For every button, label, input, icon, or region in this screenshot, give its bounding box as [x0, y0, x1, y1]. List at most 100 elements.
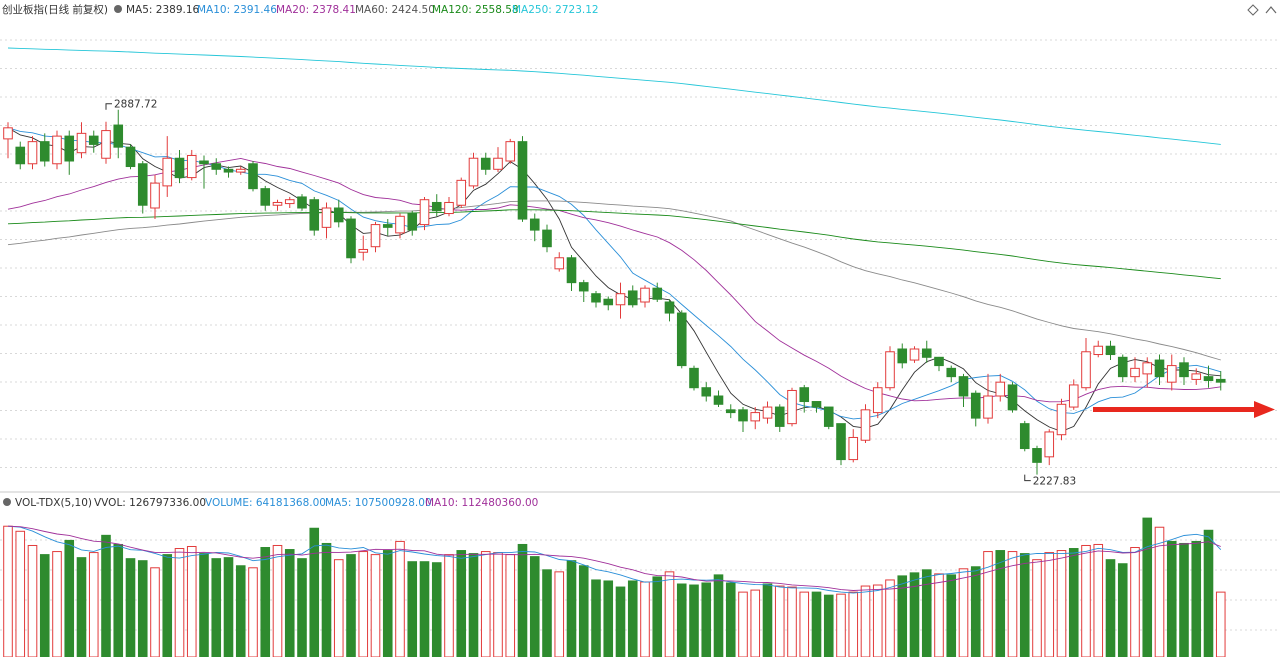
volume-bar	[1019, 553, 1030, 658]
vol-title: VOL-TDX(5,10)	[15, 497, 92, 509]
volume-bar	[260, 547, 271, 658]
candle-body	[211, 163, 222, 170]
ma-toggle-icon[interactable]	[114, 5, 122, 13]
candle-body	[787, 389, 797, 425]
volume-bar	[1130, 547, 1140, 658]
ma60-line	[7, 200, 1221, 361]
candle-body	[566, 257, 577, 284]
candle-body	[505, 141, 516, 162]
candle-body	[113, 124, 124, 148]
candle-body	[909, 348, 920, 361]
candle-body	[1117, 356, 1128, 378]
volume-bar	[1105, 559, 1116, 658]
candle-body	[1056, 403, 1067, 436]
candle-body	[39, 141, 50, 162]
volume-bar	[652, 576, 663, 658]
volume-bar	[591, 579, 601, 658]
diamond-icon[interactable]	[1247, 4, 1259, 16]
candle-body	[248, 163, 258, 190]
volume-bar	[199, 553, 209, 658]
candle-body	[3, 127, 13, 140]
volume-bar	[272, 544, 283, 658]
candle-body	[407, 213, 418, 231]
candle-body	[885, 351, 895, 389]
volume-bar	[235, 565, 246, 658]
volume-bar	[370, 554, 381, 658]
candle-body	[260, 188, 271, 206]
volume-bar	[76, 557, 87, 658]
candle-body	[774, 406, 785, 427]
volume-bar	[1203, 529, 1214, 658]
candle-body	[713, 395, 724, 405]
volume-bar	[407, 561, 418, 658]
volume-bar	[248, 567, 258, 658]
volume-bar	[382, 550, 393, 658]
volume-bar	[1056, 550, 1067, 658]
volume-bar	[333, 559, 344, 658]
candle-body	[431, 201, 442, 212]
candle-body	[958, 376, 969, 397]
volume-bar	[554, 571, 565, 658]
low-label: 2227.83	[1033, 476, 1076, 488]
candle-body	[321, 207, 332, 228]
candle-body	[1019, 423, 1030, 450]
candle-body	[554, 257, 565, 270]
volume-bar	[995, 550, 1006, 658]
candle-body	[1093, 345, 1104, 356]
collapse-icon[interactable]	[1265, 6, 1277, 14]
volume-bar	[223, 557, 234, 658]
candle-body	[1154, 359, 1165, 378]
volume-bar	[39, 554, 50, 658]
low-marker	[1024, 474, 1031, 482]
candle-body	[542, 229, 552, 248]
red-arrow	[1093, 401, 1275, 418]
volume-bar	[1068, 548, 1079, 658]
volume-bar	[284, 549, 295, 658]
volume-bar	[860, 585, 871, 658]
volume-bar	[701, 582, 712, 658]
volume-bar	[3, 525, 13, 658]
volume-bar	[456, 550, 467, 658]
candle-body	[517, 141, 528, 220]
ma20-label: MA20: 2378.41	[276, 4, 356, 16]
candle-body	[1166, 365, 1177, 383]
candle-body	[370, 224, 381, 248]
volume-bar	[725, 582, 736, 658]
volume-bar	[848, 591, 859, 658]
candle-body	[1007, 384, 1018, 411]
candle-body	[529, 218, 540, 231]
volume-bar	[27, 544, 38, 658]
candle-body	[333, 207, 344, 223]
candle-body	[872, 387, 883, 414]
volume-bar	[517, 543, 528, 658]
volume-bar	[1044, 552, 1055, 658]
volume-bar	[627, 580, 638, 658]
volume-bar	[529, 556, 540, 658]
volume-bar	[346, 554, 356, 658]
volume-bar	[836, 593, 846, 658]
candle-body	[346, 218, 356, 259]
volume-bar	[872, 584, 883, 658]
vol-toggle-icon[interactable]	[3, 498, 11, 506]
candle-body	[946, 367, 957, 378]
candle-body	[860, 409, 871, 441]
candle-body	[676, 312, 687, 367]
volume-bar	[615, 586, 626, 658]
candle-body	[162, 157, 173, 187]
candle-body	[640, 287, 650, 303]
candle-body	[174, 157, 185, 179]
candle-body	[186, 154, 197, 179]
candle-body	[309, 199, 320, 231]
candle-body	[284, 199, 295, 205]
volume-bar	[211, 558, 222, 658]
volume-bar	[493, 552, 503, 658]
volume-bar	[1117, 563, 1128, 658]
volume-bar	[321, 542, 332, 658]
ma10-label: MA10: 2391.46	[197, 4, 277, 16]
volume-bar	[125, 558, 136, 658]
candle-body	[1044, 431, 1055, 458]
volume-bar	[480, 551, 491, 658]
candle-body	[1191, 373, 1202, 380]
volume-bar	[946, 574, 957, 658]
volume-bar	[640, 581, 650, 658]
